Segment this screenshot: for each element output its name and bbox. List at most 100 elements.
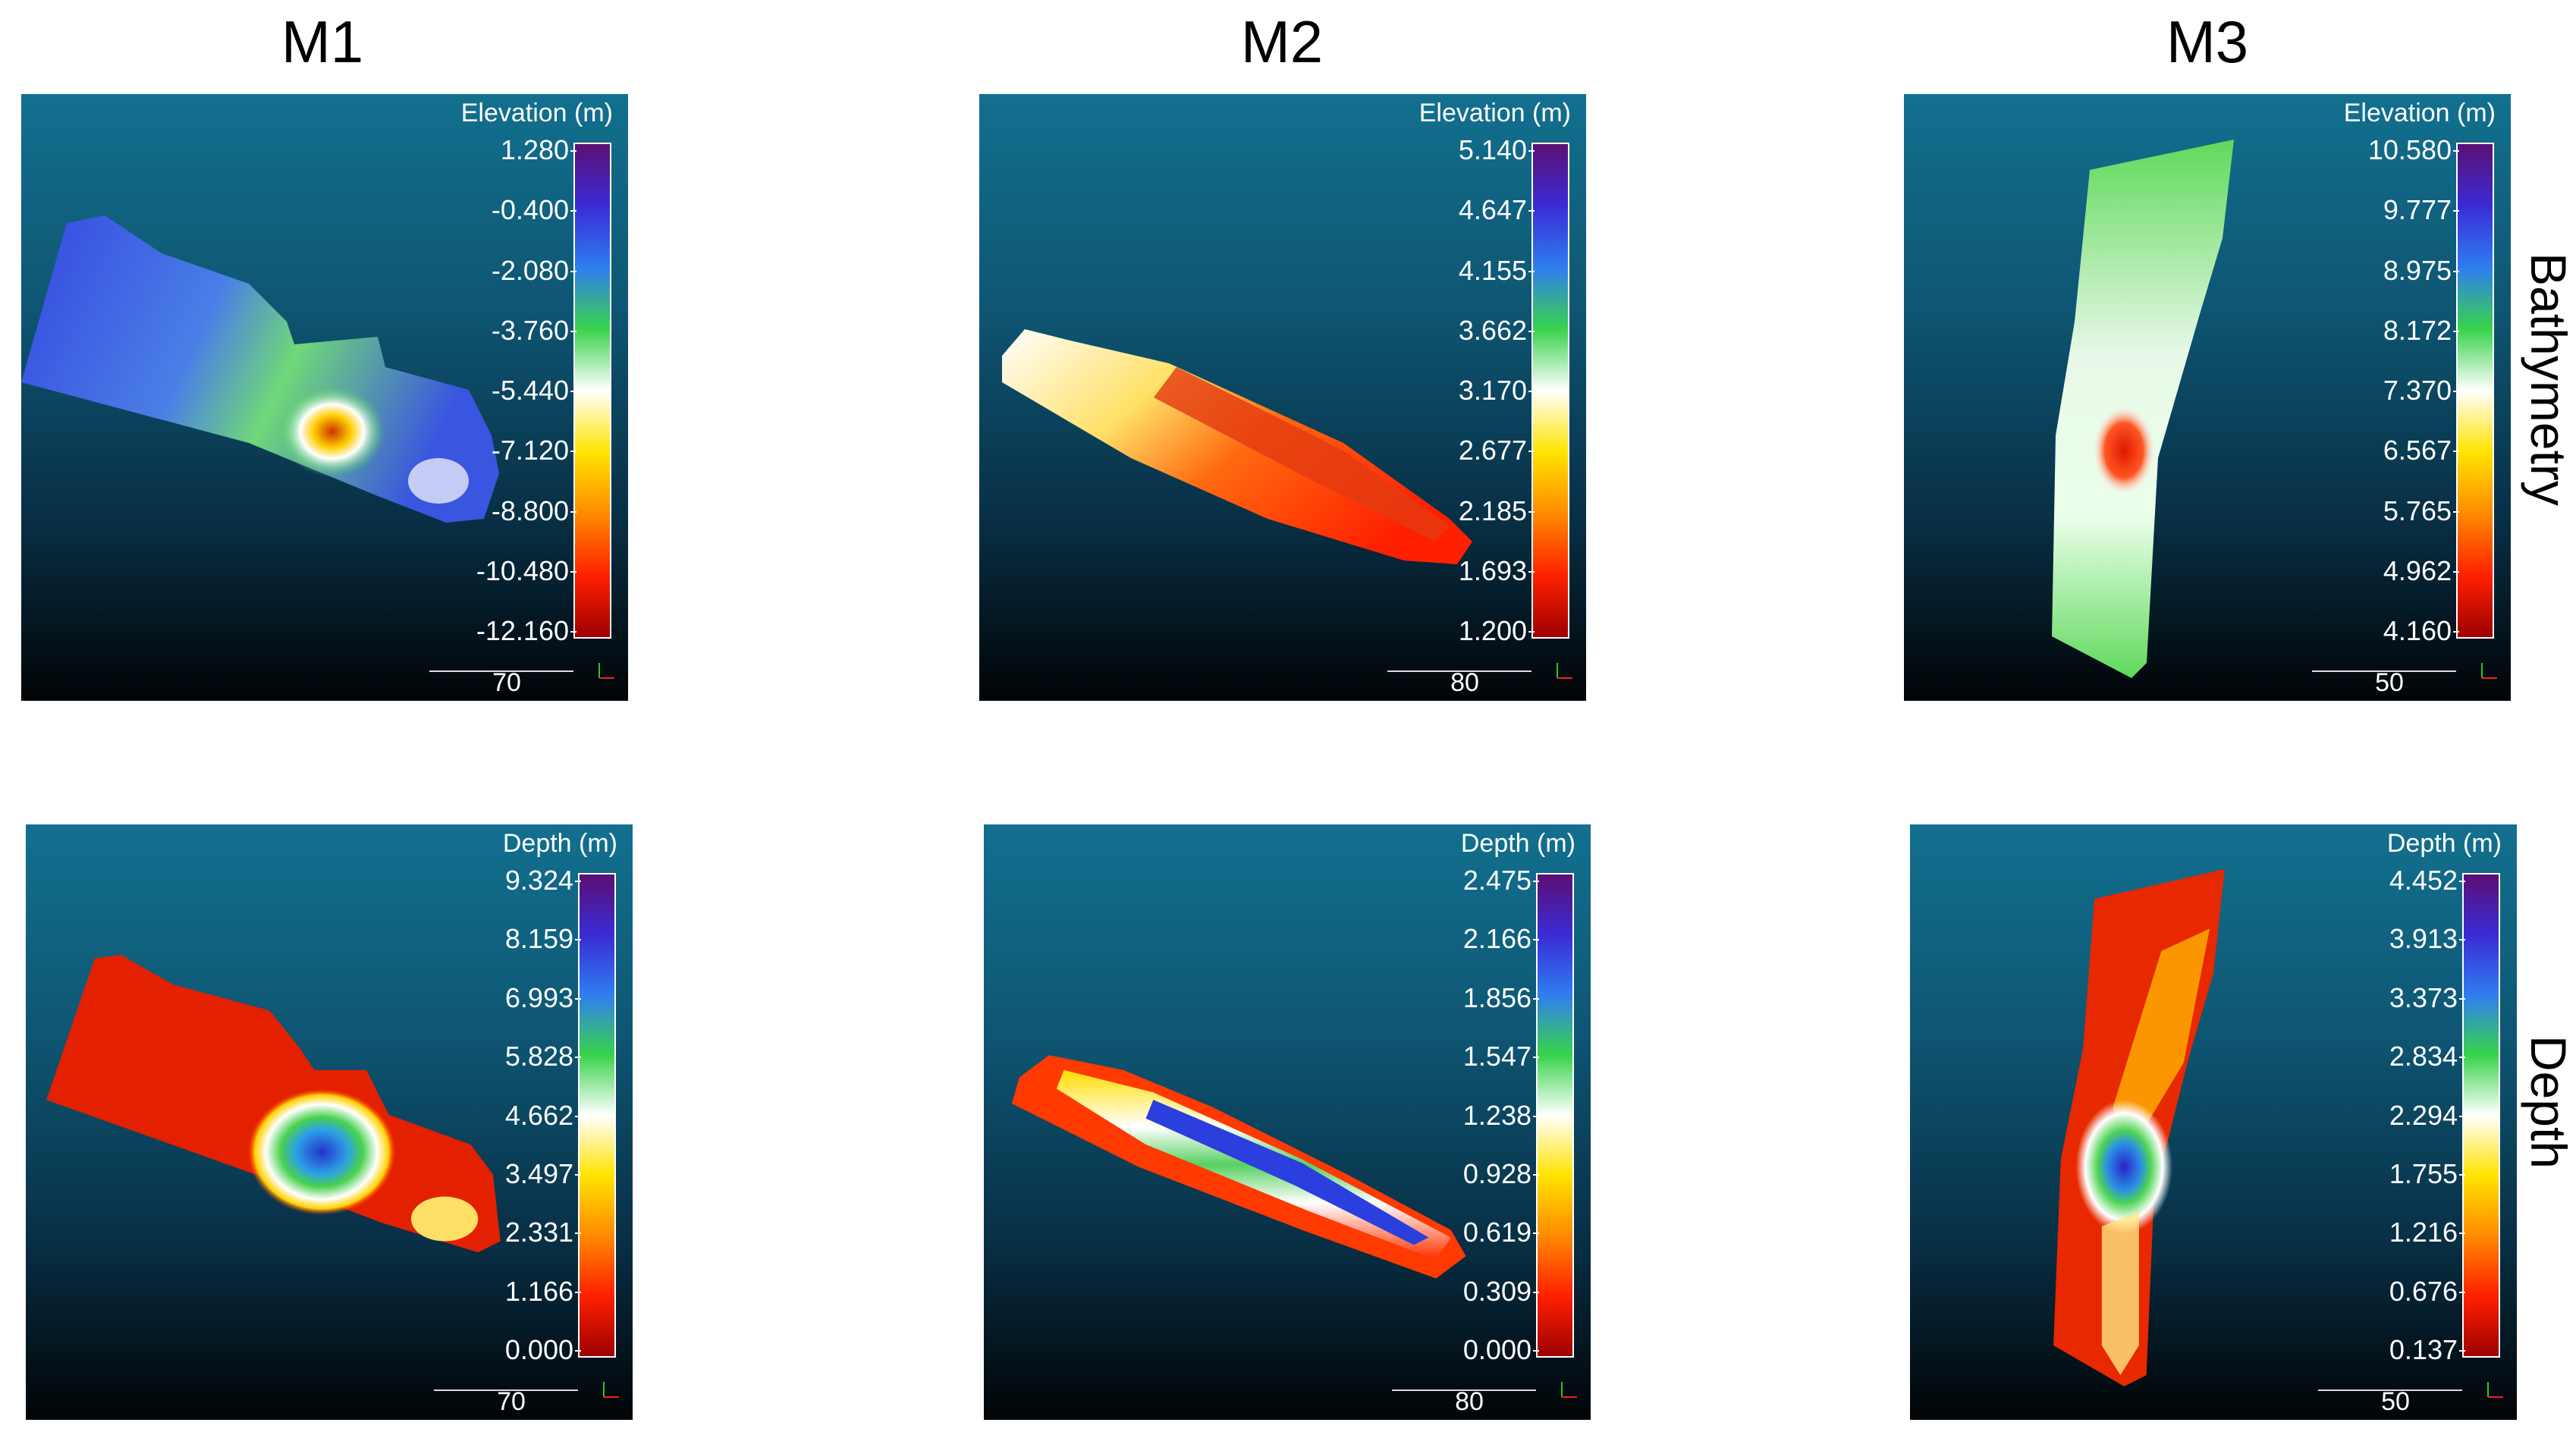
- axes-triad-icon: [598, 663, 614, 679]
- colorbar-tick-label: 4.647: [1459, 194, 1535, 226]
- axes-triad-icon: [2487, 1382, 2503, 1398]
- colorbar-tick-label: 6.567: [2383, 435, 2460, 466]
- colorbar-tick-label: 0.000: [505, 1334, 582, 1366]
- colorbar: [1536, 873, 1574, 1358]
- colorbar-tick-label: 1.693: [1459, 555, 1535, 587]
- point-cloud-render: [46, 954, 501, 1253]
- colorbar-tick-label: 5.765: [2383, 495, 2460, 527]
- colorbar-tick-label: 1.238: [1463, 1100, 1540, 1132]
- colorbar-title: Elevation (m): [2343, 99, 2496, 127]
- colorbar-tick-label: 2.294: [2389, 1100, 2466, 1132]
- scale-bar-label: 80: [1450, 668, 1479, 697]
- colorbar-title: Depth (m): [502, 829, 617, 858]
- colorbar-tick-label: 3.373: [2389, 982, 2466, 1014]
- colorbar: [578, 873, 616, 1358]
- axes-triad-icon: [2481, 663, 2497, 679]
- scale-bar-label: 70: [497, 1387, 526, 1416]
- scale-bar: [1387, 670, 1531, 672]
- colorbar-tick-label: 0.928: [1463, 1158, 1540, 1190]
- colorbar-tick-label: 4.452: [2389, 865, 2466, 896]
- panel-m2-depth: Depth (m) 2.475 2.166 1.856 1.547 1.238 0.928 0…: [984, 824, 1591, 1420]
- colorbar-tick-label: 0.676: [2389, 1276, 2466, 1308]
- axes-triad-icon: [1557, 663, 1572, 679]
- colorbar-tick-label: 2.185: [1459, 495, 1535, 527]
- scale-bar-label: 70: [492, 668, 521, 697]
- scale-bar-label: 80: [1455, 1387, 1484, 1416]
- colorbar-tick-label: 1.280: [501, 134, 577, 166]
- colorbar-tick-label: 3.913: [2389, 923, 2466, 955]
- column-title-m1: M1: [281, 8, 364, 75]
- colorbar-tick-label: 4.160: [2383, 615, 2460, 647]
- colorbar-tick-label: -10.480: [476, 555, 577, 587]
- colorbar-tick-label: 8.159: [505, 923, 582, 955]
- colorbar-tick-label: 1.856: [1463, 982, 1540, 1014]
- colorbar-tick-label: 0.000: [1463, 1334, 1540, 1366]
- colorbar-tick-label: -12.160: [476, 615, 577, 647]
- colorbar-tick-label: 5.140: [1459, 134, 1535, 166]
- scale-bar-label: 50: [2375, 668, 2404, 697]
- colorbar-tick-label: 4.962: [2383, 555, 2460, 587]
- panel-m1-bathymetry: Elevation (m) 1.280 -0.400 -2.080 -3.760 -5.4…: [21, 94, 628, 701]
- colorbar: [573, 143, 611, 639]
- colorbar-tick-label: 6.993: [505, 982, 582, 1014]
- panel-m3-depth: Depth (m) 4.452 3.913 3.373 2.834 2.294 1.755 1…: [1910, 824, 2517, 1420]
- row-title-bathymetry: Bathymetry: [2521, 253, 2576, 506]
- scale-bar: [429, 670, 573, 672]
- colorbar-tick-label: 2.475: [1463, 865, 1540, 896]
- colorbar-tick-label: 2.166: [1463, 923, 1540, 955]
- scale-bar: [2318, 1389, 2462, 1391]
- colorbar-tick-label: 10.580: [2368, 134, 2460, 166]
- colorbar-tick-label: 1.200: [1459, 615, 1535, 647]
- colorbar-title: Depth (m): [2386, 829, 2502, 858]
- panel-m3-bathymetry: Elevation (m) 10.580 9.777 8.975 8.172 7.370 6…: [1904, 94, 2511, 701]
- scale-bar: [1392, 1389, 1536, 1391]
- colorbar-tick-label: 2.331: [505, 1217, 582, 1248]
- colorbar-tick-label: 5.828: [505, 1041, 582, 1072]
- colorbar-tick-label: 2.677: [1459, 435, 1535, 466]
- colorbar-title: Depth (m): [1460, 829, 1575, 858]
- colorbar-tick-label: -3.760: [492, 315, 577, 347]
- colorbar: [2462, 873, 2500, 1358]
- colorbar-tick-label: -0.400: [492, 194, 577, 226]
- colorbar-tick-label: -7.120: [492, 435, 577, 466]
- colorbar-tick-label: 9.777: [2383, 194, 2460, 226]
- colorbar-tick-label: 7.370: [2383, 375, 2460, 407]
- colorbar-tick-label: 4.662: [505, 1100, 582, 1132]
- point-cloud-render: [2052, 140, 2234, 678]
- colorbar-tick-label: -5.440: [492, 375, 577, 407]
- colorbar: [1531, 143, 1569, 639]
- scale-bar-label: 50: [2381, 1387, 2410, 1416]
- colorbar-tick-label: 1.166: [505, 1276, 582, 1308]
- axes-triad-icon: [1561, 1382, 1577, 1398]
- panel-m2-bathymetry: Elevation (m) 5.140 4.647 4.155 3.662 3.170 2.…: [979, 94, 1586, 701]
- colorbar-tick-label: 3.170: [1459, 375, 1535, 407]
- colorbar-tick-label: 8.975: [2383, 255, 2460, 287]
- colorbar-tick-label: 0.309: [1463, 1276, 1540, 1308]
- colorbar-tick-label: 3.497: [505, 1158, 582, 1190]
- colorbar-title: Elevation (m): [460, 99, 613, 127]
- colorbar-tick-label: -2.080: [492, 255, 577, 287]
- panel-m1-depth: Depth (m) 9.324 8.159 6.993 5.828 4.662 3.497 2…: [26, 824, 633, 1420]
- point-cloud-render: [1002, 329, 1472, 564]
- colorbar-tick-label: 0.619: [1463, 1217, 1540, 1248]
- colorbar-tick-label: 8.172: [2383, 315, 2460, 347]
- scale-bar: [434, 1389, 578, 1391]
- colorbar-tick-label: 1.547: [1463, 1041, 1540, 1072]
- colorbar-tick-label: 1.216: [2389, 1217, 2466, 1248]
- column-title-m2: M2: [1240, 8, 1324, 75]
- row-title-depth: Depth: [2521, 1035, 2576, 1170]
- colorbar-tick-label: 4.155: [1459, 255, 1535, 287]
- colorbar-tick-label: 0.137: [2389, 1334, 2466, 1366]
- point-cloud-render: [2053, 868, 2225, 1386]
- point-cloud-render: [21, 215, 499, 523]
- colorbar-tick-label: 9.324: [505, 865, 582, 896]
- column-title-m3: M3: [2166, 8, 2249, 75]
- colorbar-title: Elevation (m): [1418, 99, 1571, 127]
- point-cloud-render: [1011, 1055, 1466, 1279]
- colorbar: [2456, 143, 2494, 639]
- colorbar-tick-label: 3.662: [1459, 315, 1535, 347]
- colorbar-tick-label: 1.755: [2389, 1158, 2466, 1190]
- axes-triad-icon: [603, 1382, 619, 1398]
- scale-bar: [2312, 670, 2456, 672]
- colorbar-tick-label: 2.834: [2389, 1041, 2466, 1072]
